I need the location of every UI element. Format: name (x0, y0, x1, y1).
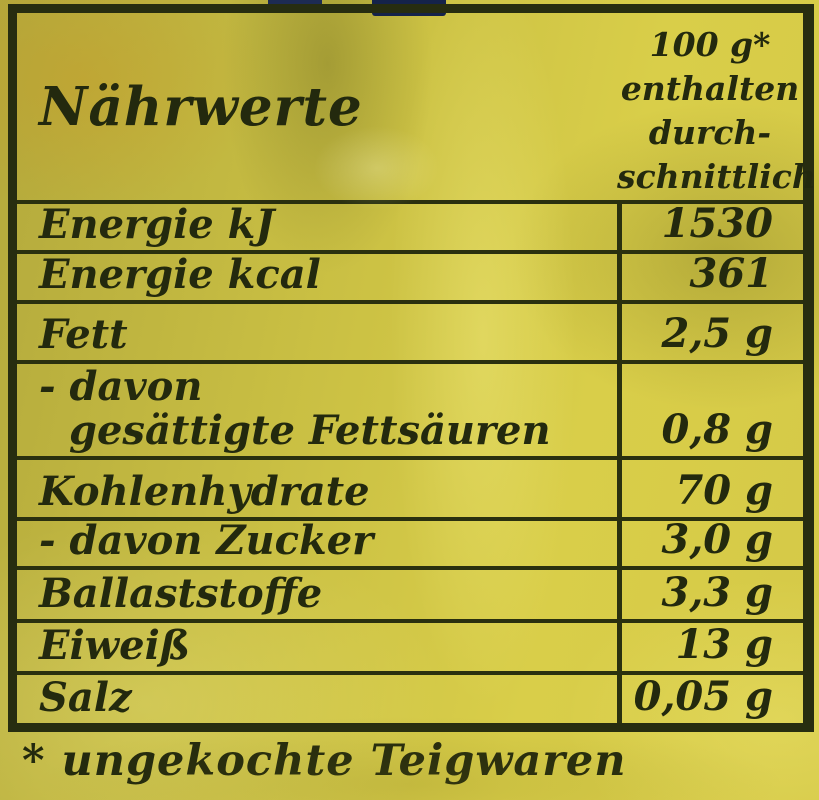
row-value: 2,5 g (617, 304, 803, 360)
row-label-line: - davon (39, 363, 203, 410)
row-label-line: Kohlenhydrate (39, 468, 370, 515)
row-label-line: Energie kJ (39, 201, 275, 248)
nutrition-table: Nährwerte 100 g* enthalten durch-schnittli… (8, 4, 816, 732)
row-value: 3,0 g (617, 516, 803, 566)
row-value: 0,05 g (617, 673, 803, 723)
row-label-line: gesättigte Fettsäuren (69, 407, 551, 454)
amount-header-line: schnittlich (617, 157, 816, 196)
row-label-line: Salz (39, 674, 132, 721)
table-title: Nährwerte (39, 75, 363, 138)
table-row: Salz 0,05 g (17, 671, 803, 723)
row-value: 1530 (617, 200, 803, 250)
row-label: Eiweiß (17, 624, 617, 671)
row-label: Energie kJ (17, 203, 617, 250)
row-label: Salz (17, 676, 617, 723)
row-value: 3,3 g (617, 569, 803, 619)
table-row: - davon Zucker 3,0 g (17, 516, 803, 566)
row-value: 361 (617, 250, 803, 300)
row-label-line: Ballaststoffe (39, 570, 323, 617)
row-value: 0,8 g (617, 364, 803, 456)
row-value: 70 g (617, 460, 803, 517)
row-value: 13 g (617, 621, 803, 671)
table-row: Kohlenhydrate 70 g (17, 456, 803, 517)
table-body: Energie kJ 1530 Energie kcal 361 Fett 2,… (17, 200, 803, 723)
table-row: Ballaststoffe 3,3 g (17, 566, 803, 619)
row-label: - davon gesättigte Fettsäuren (17, 365, 617, 456)
row-label: Kohlenhydrate (17, 470, 617, 517)
table-header-row: Nährwerte 100 g* enthalten durch-schnittli… (17, 13, 816, 200)
amount-header-line: enthalten (620, 69, 800, 108)
row-label: Ballaststoffe (17, 572, 617, 619)
footnote: * ungekochte Teigwaren (22, 736, 627, 786)
table-row: - davon gesättigte Fettsäuren 0,8 g (17, 360, 803, 456)
table-row: Energie kJ 1530 (17, 200, 803, 250)
row-label-line: - davon Zucker (39, 517, 374, 564)
row-label-line: Energie kcal (39, 251, 321, 298)
amount-header-line: durch- (648, 113, 772, 152)
table-row: Eiweiß 13 g (17, 619, 803, 671)
table-row: Energie kcal 361 (17, 250, 803, 300)
row-label: Fett (17, 313, 617, 360)
row-label: Energie kcal (17, 253, 617, 300)
row-label-line: Fett (39, 311, 128, 358)
row-label: - davon Zucker (17, 519, 617, 566)
table-title-cell: Nährwerte (17, 13, 617, 200)
amount-column-header: 100 g* enthalten durch-schnittlich (617, 13, 816, 200)
amount-header-line: 100 g* (649, 25, 771, 64)
row-label-line: Eiweiß (39, 622, 191, 669)
table-row: Fett 2,5 g (17, 300, 803, 360)
